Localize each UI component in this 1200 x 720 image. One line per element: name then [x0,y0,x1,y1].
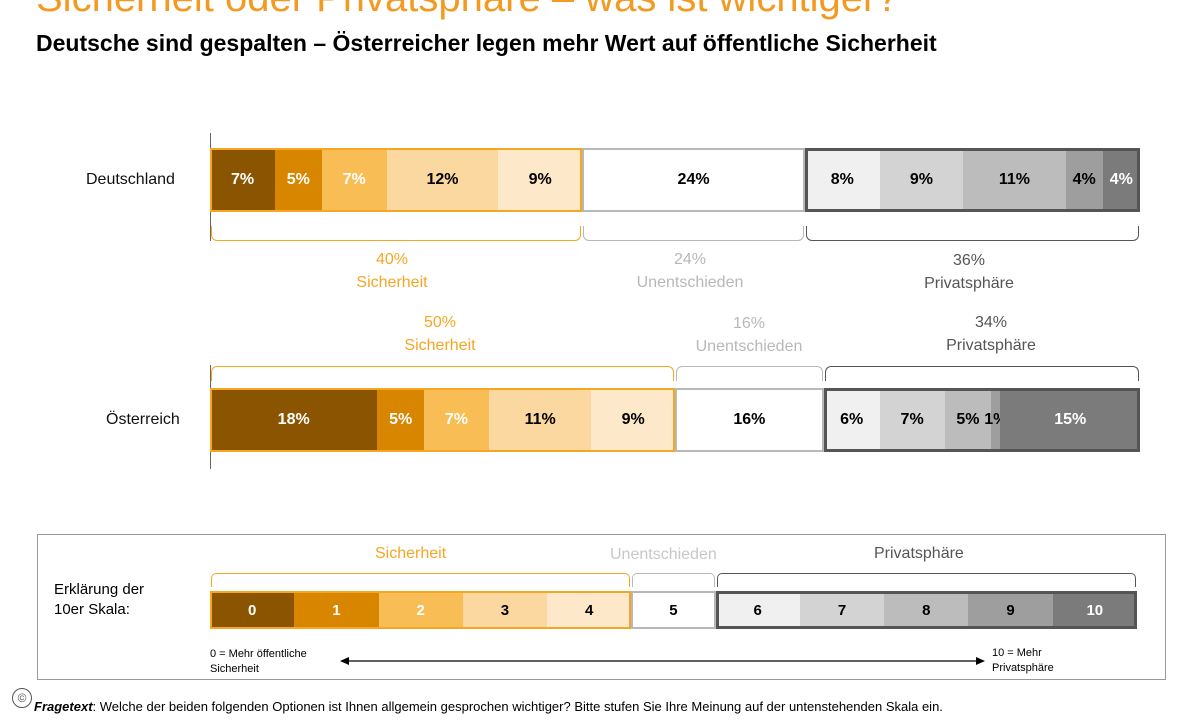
legend-neutral-title: Unentschieden [610,546,717,563]
legend-left-note-line1: 0 = Mehr öffentliche [210,648,307,660]
group-label-deutschland-safety: 40% Sicherheit [330,248,454,294]
bar-segment-deutschland-8: 11% [963,150,1066,210]
bar-segment-deutschland-4: 9% [498,150,582,210]
legend-right-note-line1: 10 = Mehr [992,647,1042,659]
legend-scale-cell-6: 6 [715,593,800,627]
legend-left-note: 0 = Mehr öffentliche Sicherheit [210,647,307,677]
group-label-oesterreich-safety: 50% Sicherheit [380,311,500,357]
group-name: Privatsphäre [924,275,1014,292]
group-label-oesterreich-privacy: 34% Privatsphäre [926,311,1056,357]
copyright-icon: © [12,688,32,708]
frame-oesterreich-neutral [675,388,824,452]
bar-segment-deutschland-9: 4% [1065,150,1103,210]
bracket-deutschland-safety [211,226,581,241]
frame-deutschland-safety [210,148,582,212]
legend-safety-title: Sicherheit [375,545,447,562]
bar-segment-österreich-2: 7% [423,390,489,450]
group-label-deutschland-neutral: 24% Unentschieden [615,248,765,294]
frame-deutschland-neutral [582,148,806,212]
group-name: Sicherheit [404,337,476,354]
legend-frame-privacy [715,591,1137,629]
group-label-deutschland-privacy: 36% Privatsphäre [905,249,1033,295]
group-pct: 34% [974,314,1008,331]
legend-privacy-title: Privatsphäre [874,545,964,562]
group-name: Sicherheit [356,274,428,291]
bar-segment-österreich-0: 18% [210,390,378,450]
group-pct: 16% [732,315,766,332]
bar-segment-österreich-10: 15% [1000,390,1140,450]
bar-segment-deutschland-3: 12% [386,150,499,210]
legend-scale-cell-4: 4 [547,593,632,627]
bar-segment-österreich-4: 9% [591,390,675,450]
legend-scale-cell-9: 9 [968,593,1053,627]
legend-box [37,534,1166,680]
bar-segment-österreich-7: 7% [879,390,945,450]
legend-scale-label-line1: Erklärung der [54,581,145,598]
group-pct: 50% [423,314,457,331]
legend-frame-safety [210,591,632,629]
bar-segment-deutschland-7: 9% [879,150,964,210]
legend-scale: 0 1 2 3 4 5 6 7 8 9 10 [210,593,1137,627]
group-label-oesterreich-neutral: 16% Unentschieden [675,312,823,358]
legend-right-note-line2: Privatsphäre [992,662,1054,674]
bar-segment-deutschland-6: 8% [805,150,880,210]
legend-scale-label: Erklärung der 10er Skala: [54,580,144,620]
frame-oesterreich-safety [210,388,675,452]
bar-segment-österreich-5: 16% [674,390,824,450]
group-pct: 24% [673,251,707,268]
group-name: Privatsphäre [946,337,1036,354]
question-label: Fragetext [34,699,93,714]
bracket-deutschland-privacy [806,226,1139,241]
bar-segment-deutschland-5: 24% [581,150,806,210]
bar-segment-deutschland-0: 7% [210,150,276,210]
legend-scale-cell-7: 7 [799,593,885,627]
bar-segment-deutschland-10: 4% [1102,150,1140,210]
chart-subtitle: Deutsche sind gespalten – Österreicher l… [36,30,937,56]
bar-segment-deutschland-2: 7% [321,150,387,210]
group-name: Unentschieden [636,274,744,291]
legend-arrow [340,657,985,665]
frame-deutschland-privacy [805,148,1140,212]
legend-scale-cell-5: 5 [631,593,716,627]
legend-frame-neutral [631,591,716,629]
bar-segment-österreich-3: 11% [488,390,592,450]
bar-deutschland: 7% 5% 7% 12% 9% 24% 8% 9% 11% 4% 4% [210,150,1140,210]
legend-scale-cell-0: 0 [210,593,295,627]
bar-segment-deutschland-1: 5% [275,150,322,210]
legend-bracket-safety [211,573,631,587]
bar-segment-österreich-6: 6% [823,390,880,450]
bar-segment-österreich-8: 5% [944,390,992,450]
chart-title: Sicherheit oder Privatsphäre – was ist w… [36,0,899,22]
bar-oesterreich: 18% 5% 7% 11% 9% 16% 6% 7% 5% 1% 15% [210,390,1140,450]
legend-right-note: 10 = Mehr Privatsphäre [992,646,1054,676]
bar-segment-österreich-1: 5% [377,390,424,450]
group-pct: 40% [375,251,409,268]
question-text: Fragetext: Welche der beiden folgenden O… [34,699,943,714]
legend-scale-cell-3: 3 [462,593,548,627]
legend-scale-cell-1: 1 [294,593,379,627]
legend-left-note-line2: Sicherheit [210,663,259,675]
bracket-oesterreich-privacy [824,366,1139,381]
group-name: Unentschieden [695,338,803,355]
legend-scale-cell-2: 2 [378,593,463,627]
frame-oesterreich-privacy [823,388,1140,452]
legend-bracket-neutral [632,573,715,587]
group-pct: 36% [952,252,986,269]
country-label-deutschland: Deutschland [86,171,175,188]
legend-scale-label-line2: 10er Skala: [54,601,130,618]
legend-bracket-privacy [716,573,1136,587]
bracket-oesterreich-safety [211,366,674,381]
legend-scale-cell-10: 10 [1052,593,1137,627]
bracket-oesterreich-neutral [676,366,823,381]
bracket-deutschland-neutral [583,226,805,241]
question-body: : Welche der beiden folgenden Optionen i… [92,699,943,714]
country-label-oesterreich: Österreich [106,411,180,428]
legend-scale-cell-8: 8 [884,593,969,627]
